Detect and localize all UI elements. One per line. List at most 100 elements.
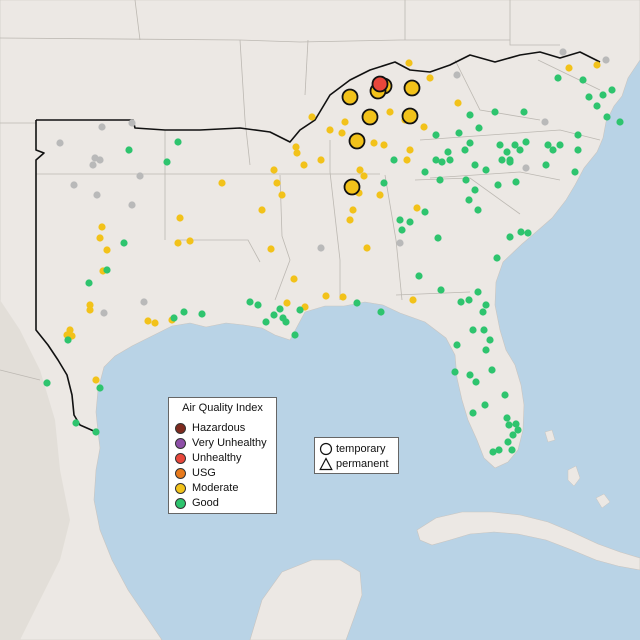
monitor-point-no-data xyxy=(559,48,567,56)
monitor-point-good xyxy=(493,254,501,262)
monitor-point-good xyxy=(471,186,479,194)
aqi-legend: Air Quality Index Hazardous Very Unhealt… xyxy=(168,397,277,514)
monitor-point-good xyxy=(603,113,611,121)
monitor-point-no-data xyxy=(396,239,404,247)
monitor-point-moderate xyxy=(420,123,428,131)
monitor-point-good xyxy=(496,141,504,149)
monitor-point-no-data xyxy=(136,172,144,180)
monitor-point-good xyxy=(574,146,582,154)
monitor-point-moderate xyxy=(346,216,354,224)
monitor-point-good xyxy=(509,431,517,439)
monitor-point-good xyxy=(198,310,206,318)
monitor-point-good xyxy=(466,139,474,147)
monitor-point-moderate xyxy=(308,113,316,121)
legend-label: Moderate xyxy=(192,482,239,494)
land-bahamas xyxy=(544,429,611,509)
monitor-point-moderate xyxy=(360,172,368,180)
monitor-point-moderate xyxy=(92,376,100,384)
very-unhealthy-swatch-icon xyxy=(175,437,186,449)
monitor-point-good xyxy=(501,391,509,399)
monitor-point-good xyxy=(512,178,520,186)
monitor-point-moderate xyxy=(292,143,300,151)
monitor-point-moderate xyxy=(273,179,281,187)
monitor-point-good xyxy=(508,446,516,454)
monitor-point-moderate xyxy=(103,246,111,254)
monitor-point-moderate xyxy=(322,292,330,300)
monitor-point-good xyxy=(542,161,550,169)
monitor-point-good xyxy=(72,419,80,427)
monitor-point-good xyxy=(556,141,564,149)
monitor-point-good xyxy=(465,296,473,304)
monitor-point-good xyxy=(482,301,490,309)
monitor-point-good xyxy=(262,318,270,326)
monitor-point-good xyxy=(549,146,557,154)
monitor-point-no-data xyxy=(140,298,148,306)
monitor-point-good xyxy=(444,148,452,156)
moderate-swatch-icon xyxy=(175,482,186,494)
monitor-point-good xyxy=(474,288,482,296)
monitor-point-moderate xyxy=(317,156,325,164)
monitor-point-moderate xyxy=(86,301,94,309)
monitor-point-moderate xyxy=(341,118,349,126)
land-cuba xyxy=(416,511,640,571)
monitor-point-no-data xyxy=(89,161,97,169)
monitor-point-good xyxy=(282,318,290,326)
monitor-point-moderate xyxy=(338,129,346,137)
monitor-point-good xyxy=(390,156,398,164)
monitor-point-good xyxy=(486,336,494,344)
monitor-point-moderate xyxy=(386,108,394,116)
monitor-point-good xyxy=(579,76,587,84)
monitor-point-good xyxy=(474,206,482,214)
monitor-point-moderate xyxy=(258,206,266,214)
monitor-point-good xyxy=(585,93,593,101)
monitor-point-no-data xyxy=(541,118,549,126)
monitor-point-good xyxy=(120,239,128,247)
monitor-point-good xyxy=(103,266,111,274)
legend-label: USG xyxy=(192,467,216,479)
monitor-point-good xyxy=(469,409,477,417)
monitor-point-good xyxy=(92,428,100,436)
monitor-point-good xyxy=(506,158,514,166)
monitor-point-good xyxy=(506,233,514,241)
monitor-point-good xyxy=(491,108,499,116)
monitor-point-no-data xyxy=(128,201,136,209)
monitor-point-moderate xyxy=(144,317,152,325)
monitor-point-moderate xyxy=(98,223,106,231)
monitor-point-good xyxy=(377,308,385,316)
monitor-point-good xyxy=(524,229,532,237)
monitor-point-good xyxy=(96,384,104,392)
monitor-point-good xyxy=(396,216,404,224)
monitor-point-good xyxy=(125,146,133,154)
monitor-point-moderate xyxy=(293,149,301,157)
monitor-point-no-data xyxy=(93,191,101,199)
monitor-point-moderate xyxy=(403,156,411,164)
monitor-point-moderate-large xyxy=(361,108,379,126)
monitor-point-moderate xyxy=(300,161,308,169)
monitor-point-moderate xyxy=(376,191,384,199)
monitor-point-moderate xyxy=(278,191,286,199)
monitor-point-good xyxy=(353,299,361,307)
monitor-point-good xyxy=(479,308,487,316)
monitor-point-good xyxy=(462,176,470,184)
monitor-point-good xyxy=(421,168,429,176)
legend-label: Hazardous xyxy=(192,422,246,434)
monitor-point-good xyxy=(466,371,474,379)
monitor-point-good xyxy=(520,108,528,116)
monitor-point-good xyxy=(64,336,72,344)
monitor-point-good xyxy=(270,311,278,319)
usg-swatch-icon xyxy=(175,467,186,479)
monitor-point-good xyxy=(475,124,483,132)
monitor-point-good xyxy=(453,341,461,349)
monitor-point-moderate xyxy=(409,296,417,304)
monitor-point-moderate xyxy=(290,275,298,283)
monitor-point-moderate xyxy=(267,245,275,253)
monitor-point-no-data xyxy=(56,139,64,147)
monitor-point-moderate-large xyxy=(401,107,419,125)
monitor-point-moderate xyxy=(426,74,434,82)
monitor-point-moderate xyxy=(86,306,94,314)
monitor-point-moderate xyxy=(363,244,371,252)
legend-label: Very Unhealthy xyxy=(192,437,267,449)
monitor-point-no-data xyxy=(317,244,325,252)
legend-item-usg: USG xyxy=(175,466,216,480)
